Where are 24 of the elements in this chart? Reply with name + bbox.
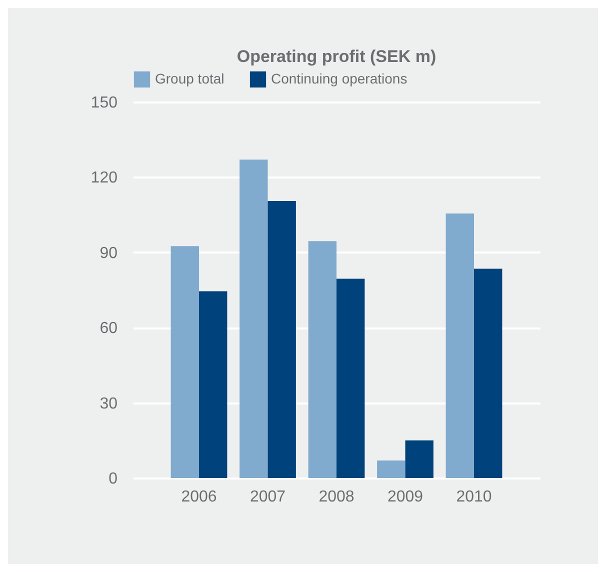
bar: [170, 246, 199, 478]
y-tick-label: 150: [90, 94, 118, 112]
bar: [446, 214, 474, 478]
bar: [474, 268, 502, 478]
x-tick-label: 2008: [318, 488, 354, 506]
bar: [199, 291, 228, 478]
chart-title: Operating profit (SEK m): [236, 47, 436, 66]
x-tick-label: 2010: [456, 488, 492, 506]
y-tick-label: 120: [90, 170, 118, 187]
y-tick-label: 60: [100, 320, 118, 338]
bar: [308, 241, 336, 478]
y-tick-label: 0: [108, 470, 118, 488]
y-tick-label: 30: [100, 395, 118, 412]
bar: [240, 160, 268, 478]
legend-label: Continuing operations: [271, 70, 408, 86]
legend-label: Group total: [155, 70, 224, 86]
x-tick-label: 2006: [181, 488, 217, 506]
bar: [405, 440, 434, 478]
x-tick-label: 2009: [387, 488, 424, 506]
bar: [268, 201, 296, 478]
y-tick-label: 90: [100, 244, 118, 262]
bar: [336, 278, 365, 478]
x-tick-label: 2007: [250, 488, 286, 506]
bar: [377, 460, 406, 478]
